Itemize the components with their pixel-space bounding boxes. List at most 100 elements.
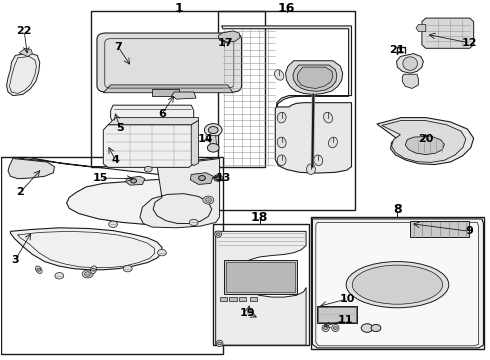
Bar	[229, 297, 237, 301]
Polygon shape	[286, 61, 343, 95]
Bar	[239, 297, 246, 301]
Bar	[226, 262, 295, 292]
Polygon shape	[416, 24, 426, 32]
Ellipse shape	[274, 70, 284, 80]
Polygon shape	[293, 65, 337, 91]
Polygon shape	[210, 135, 217, 146]
Bar	[224, 260, 297, 293]
Polygon shape	[313, 219, 484, 348]
Polygon shape	[6, 53, 40, 95]
Polygon shape	[172, 92, 196, 99]
Ellipse shape	[35, 266, 42, 274]
Ellipse shape	[346, 262, 449, 308]
Ellipse shape	[323, 112, 333, 123]
Ellipse shape	[277, 137, 286, 148]
Polygon shape	[140, 158, 220, 228]
Ellipse shape	[216, 340, 223, 347]
Polygon shape	[19, 48, 32, 57]
Polygon shape	[216, 231, 306, 345]
Text: 4: 4	[112, 155, 120, 165]
Polygon shape	[111, 105, 194, 123]
Polygon shape	[103, 125, 194, 167]
Text: 14: 14	[198, 134, 214, 144]
Ellipse shape	[328, 137, 338, 148]
Text: 7: 7	[114, 41, 122, 51]
Polygon shape	[405, 136, 444, 154]
Polygon shape	[13, 157, 220, 226]
Circle shape	[203, 196, 214, 204]
Text: 18: 18	[251, 211, 269, 224]
Circle shape	[371, 324, 381, 332]
Circle shape	[361, 324, 373, 332]
Circle shape	[109, 221, 118, 228]
Bar	[152, 89, 179, 95]
Bar	[218, 11, 355, 210]
Ellipse shape	[352, 265, 442, 304]
Text: 16: 16	[278, 2, 295, 15]
Ellipse shape	[215, 231, 221, 237]
Circle shape	[218, 342, 221, 345]
Polygon shape	[10, 228, 162, 270]
Circle shape	[214, 175, 222, 181]
Ellipse shape	[322, 324, 329, 332]
Text: 1: 1	[174, 2, 183, 15]
Ellipse shape	[91, 266, 97, 274]
Bar	[410, 221, 469, 237]
Text: 6: 6	[158, 109, 166, 119]
Text: 12: 12	[462, 38, 478, 48]
Circle shape	[216, 176, 220, 180]
Bar	[91, 11, 265, 167]
Circle shape	[216, 233, 220, 235]
Polygon shape	[191, 121, 198, 166]
Circle shape	[324, 327, 328, 329]
Text: 13: 13	[215, 173, 231, 183]
Bar	[250, 297, 257, 301]
Circle shape	[207, 144, 219, 152]
Circle shape	[333, 327, 337, 329]
Text: 19: 19	[240, 308, 255, 318]
Circle shape	[158, 249, 166, 256]
FancyBboxPatch shape	[97, 33, 242, 92]
Text: 11: 11	[338, 315, 353, 325]
Text: 5: 5	[117, 123, 124, 133]
Bar	[220, 297, 227, 301]
Circle shape	[82, 270, 93, 278]
Polygon shape	[382, 121, 466, 162]
Polygon shape	[377, 118, 474, 165]
Text: 15: 15	[93, 173, 109, 183]
Polygon shape	[316, 222, 479, 346]
Polygon shape	[103, 85, 233, 93]
Ellipse shape	[307, 164, 316, 175]
Circle shape	[189, 219, 198, 226]
Circle shape	[208, 126, 218, 134]
Polygon shape	[8, 158, 54, 179]
Circle shape	[205, 198, 212, 202]
Polygon shape	[422, 18, 474, 48]
Circle shape	[37, 268, 41, 271]
Text: 9: 9	[466, 226, 474, 237]
Bar	[213, 224, 309, 345]
Polygon shape	[125, 176, 145, 185]
Bar	[311, 217, 485, 348]
Ellipse shape	[332, 324, 339, 332]
Polygon shape	[297, 67, 333, 89]
Circle shape	[131, 179, 137, 183]
Ellipse shape	[277, 112, 286, 123]
Circle shape	[92, 268, 96, 271]
Circle shape	[204, 123, 222, 136]
Polygon shape	[218, 31, 240, 42]
Polygon shape	[190, 173, 213, 184]
Bar	[318, 306, 357, 323]
Text: 8: 8	[393, 203, 402, 216]
Bar	[318, 307, 356, 322]
Circle shape	[123, 265, 132, 272]
Text: 10: 10	[340, 294, 355, 304]
Text: 17: 17	[218, 38, 233, 48]
Circle shape	[198, 176, 205, 180]
Circle shape	[85, 272, 91, 276]
Ellipse shape	[403, 57, 417, 70]
Polygon shape	[221, 26, 351, 173]
Ellipse shape	[314, 155, 323, 166]
Polygon shape	[108, 118, 198, 125]
Polygon shape	[396, 54, 423, 73]
